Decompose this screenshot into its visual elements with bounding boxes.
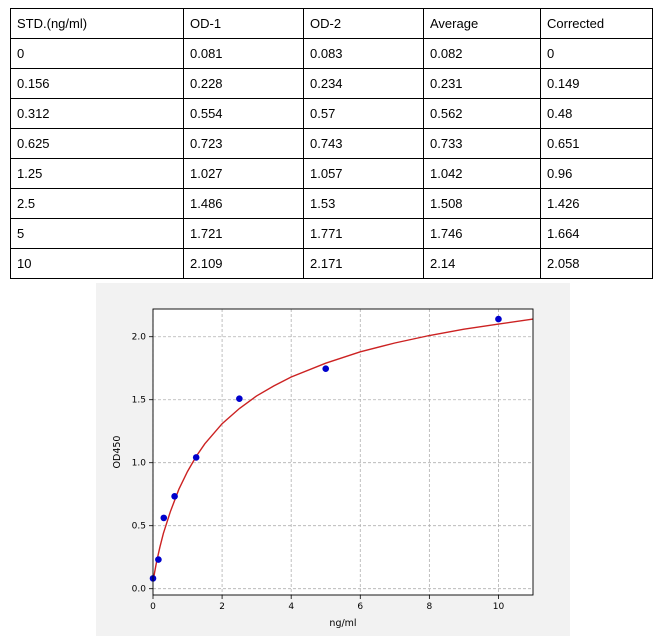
table-cell: 1.664 bbox=[540, 218, 653, 249]
table-cell: 0.57 bbox=[303, 98, 424, 129]
table-cell: 1.721 bbox=[183, 218, 304, 249]
standard-curve-chart: 0 2 4 6 8 10 0.0 0.5 1.0 1.5 2.0 ng/ml OD450 bbox=[96, 283, 570, 636]
table-cell: 1.486 bbox=[183, 188, 304, 219]
table-cell: 1.771 bbox=[303, 218, 424, 249]
table-cell: 1.042 bbox=[423, 158, 541, 189]
table-cell: 0.082 bbox=[423, 38, 541, 69]
data-point bbox=[160, 514, 168, 522]
fit-curve bbox=[152, 318, 534, 582]
table-row: 0 0.081 0.083 0.082 0 bbox=[10, 38, 653, 69]
table-cell: 1.25 bbox=[10, 158, 184, 189]
table-cell: 0.743 bbox=[303, 128, 424, 159]
x-tick-label: 8 bbox=[426, 602, 432, 612]
table-cell: 2.14 bbox=[423, 248, 541, 279]
table-cell: 0.554 bbox=[183, 98, 304, 129]
table-cell: 2.171 bbox=[303, 248, 424, 279]
table-cell: 0 bbox=[10, 38, 184, 69]
table-row: 0.156 0.228 0.234 0.231 0.149 bbox=[10, 68, 653, 99]
y-tick-label: 0.5 bbox=[132, 522, 146, 532]
table-cell: 0.081 bbox=[183, 38, 304, 69]
chart-svg: 0 2 4 6 8 10 0.0 0.5 1.0 1.5 2.0 ng/ml OD450 bbox=[112, 308, 534, 629]
table-cell: 0.312 bbox=[10, 98, 184, 129]
y-axis-label: OD450 bbox=[112, 436, 123, 469]
table-row: 5 1.721 1.771 1.746 1.664 bbox=[10, 218, 653, 249]
table-cell: 0.228 bbox=[183, 68, 304, 99]
x-tick-label: 0 bbox=[150, 602, 156, 612]
x-tick-label: 6 bbox=[357, 602, 363, 612]
data-point bbox=[322, 365, 330, 373]
table-row: 0.625 0.723 0.743 0.733 0.651 bbox=[10, 128, 653, 159]
data-point bbox=[495, 315, 502, 323]
table-row: 2.5 1.486 1.53 1.508 1.426 bbox=[10, 188, 653, 219]
plot-frame bbox=[152, 308, 534, 596]
plot-area bbox=[153, 309, 533, 595]
table-row: 10 2.109 2.171 2.14 2.058 bbox=[10, 248, 653, 279]
table-cell: 1.027 bbox=[183, 158, 304, 189]
table-cell: 1.057 bbox=[303, 158, 424, 189]
table-header-cell: OD-2 bbox=[303, 8, 424, 39]
y-tick-label: 1.0 bbox=[132, 459, 147, 469]
standards-table: STD.(ng/ml) OD-1 OD-2 Average Corrected 0 0.08… bbox=[10, 8, 653, 279]
table-cell: 0.083 bbox=[303, 38, 424, 69]
table-cell: 5 bbox=[10, 218, 184, 249]
table-cell: 1.53 bbox=[303, 188, 424, 219]
table-header-cell: Corrected bbox=[540, 8, 653, 39]
table-cell: 2.109 bbox=[183, 248, 304, 279]
y-tick-label: 2.0 bbox=[132, 333, 147, 343]
table-cell: 1.508 bbox=[423, 188, 541, 219]
table-cell: 1.746 bbox=[423, 218, 541, 249]
table-cell: 0.562 bbox=[423, 98, 541, 129]
table-cell: 2.058 bbox=[540, 248, 653, 279]
x-tick-label: 2 bbox=[219, 602, 225, 612]
table-cell: 10 bbox=[10, 248, 184, 279]
table-row: 0.312 0.554 0.57 0.562 0.48 bbox=[10, 98, 653, 129]
table-cell: 0.48 bbox=[540, 98, 653, 129]
table-cell: 0.733 bbox=[423, 128, 541, 159]
table-row: 1.25 1.027 1.057 1.042 0.96 bbox=[10, 158, 653, 189]
table-header-cell: Average bbox=[423, 8, 541, 39]
data-point bbox=[155, 556, 162, 563]
table-cell: 0.231 bbox=[423, 68, 541, 99]
data-point bbox=[236, 395, 243, 403]
x-tick-label: 4 bbox=[288, 602, 294, 612]
data-point bbox=[171, 493, 178, 500]
table-header-cell: OD-1 bbox=[183, 8, 304, 39]
table-cell: 0 bbox=[540, 38, 653, 69]
table-cell: 0.651 bbox=[540, 128, 653, 159]
table-cell: 0.625 bbox=[10, 128, 184, 159]
table-cell: 0.149 bbox=[540, 68, 653, 99]
x-tick-label: 10 bbox=[493, 602, 505, 612]
table-cell: 0.96 bbox=[540, 158, 653, 189]
y-tick-label: 0.0 bbox=[132, 585, 147, 595]
table-cell: 1.426 bbox=[540, 188, 653, 219]
data-point bbox=[192, 454, 200, 461]
x-axis-label: ng/ml bbox=[329, 618, 356, 629]
table-cell: 0.234 bbox=[303, 68, 424, 99]
table-cell: 0.723 bbox=[183, 128, 304, 159]
table-cell: 0.156 bbox=[10, 68, 184, 99]
table-cell: 2.5 bbox=[10, 188, 184, 219]
table-header-cell: STD.(ng/ml) bbox=[10, 8, 184, 39]
table-header-row: STD.(ng/ml) OD-1 OD-2 Average Corrected bbox=[10, 8, 653, 39]
y-tick-label: 1.5 bbox=[132, 396, 146, 406]
